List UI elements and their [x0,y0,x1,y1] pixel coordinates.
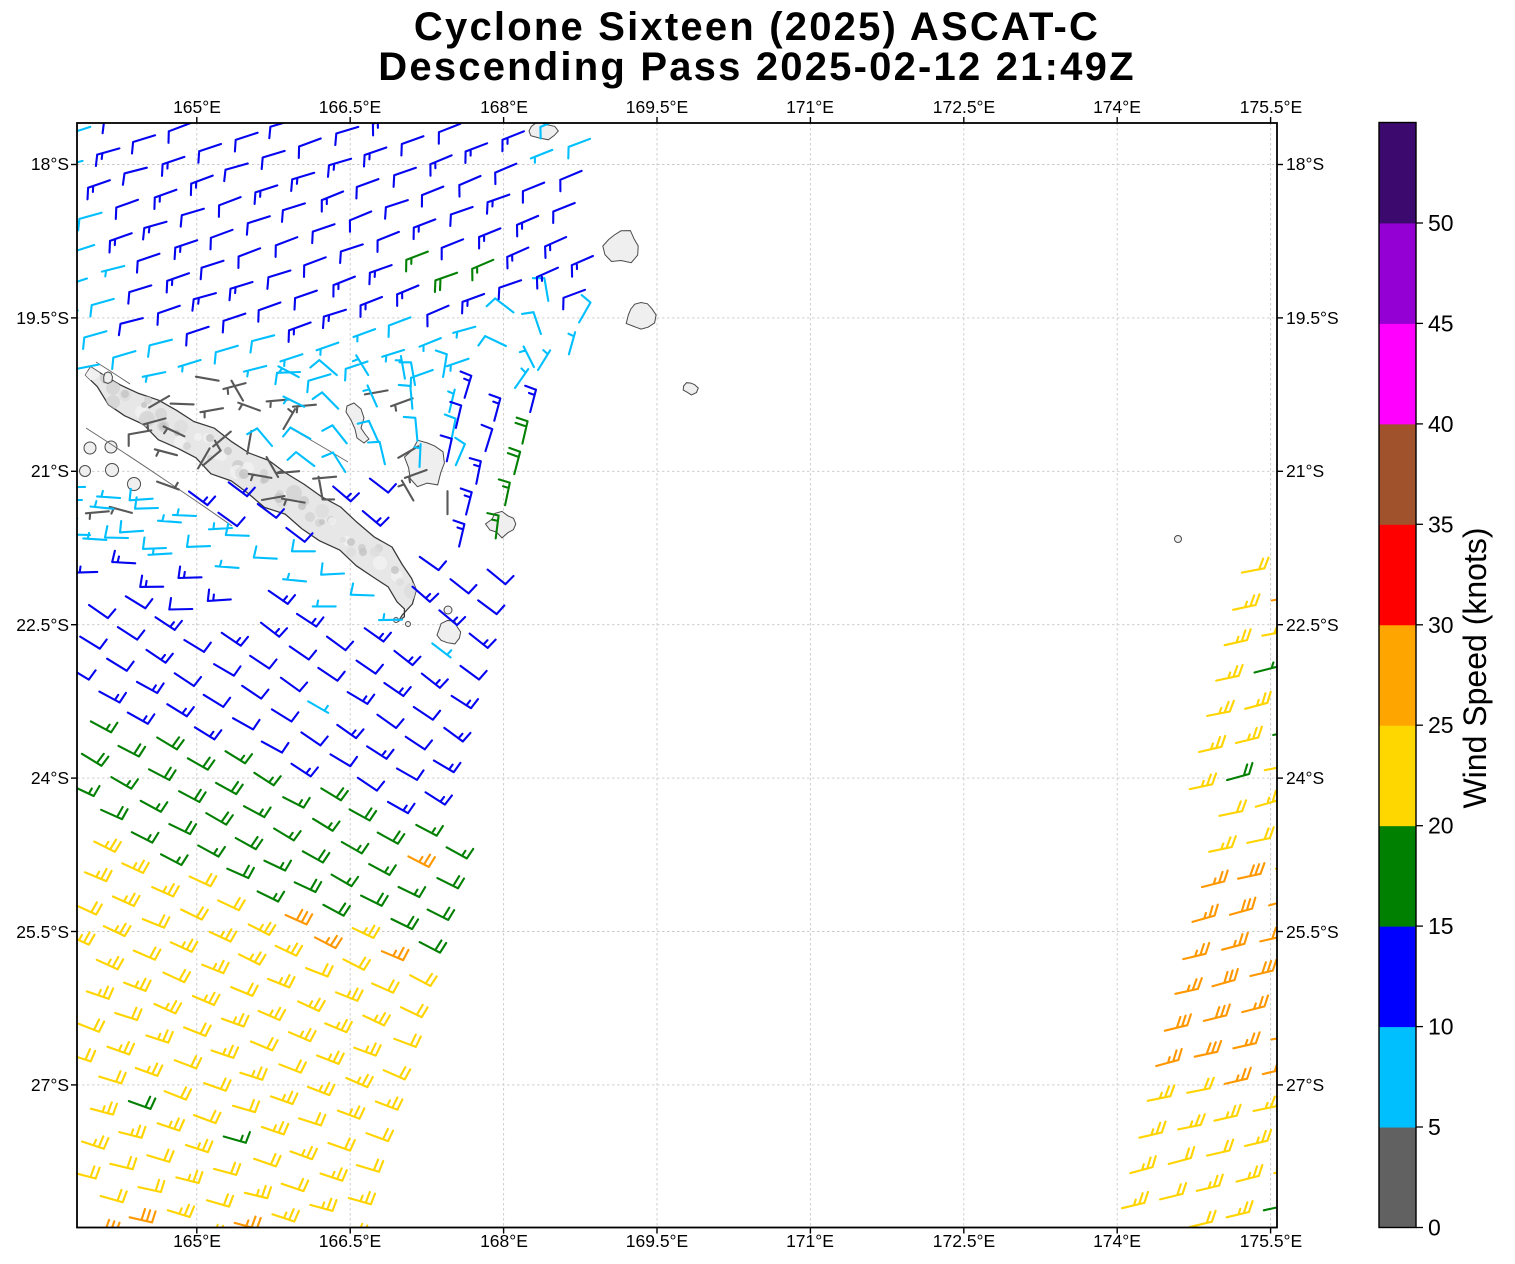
svg-text:169.5°E: 169.5°E [626,97,688,117]
svg-text:168°E: 168°E [480,1231,528,1251]
svg-text:Cyclone Sixteen (2025) ASCAT-C: Cyclone Sixteen (2025) ASCAT-C [414,5,1100,49]
svg-text:22.5°S: 22.5°S [16,615,69,635]
svg-text:Descending Pass 2025-02-12 21:: Descending Pass 2025-02-12 21:49Z [378,45,1135,89]
svg-text:165°E: 165°E [173,1231,221,1251]
svg-text:22.5°S: 22.5°S [1286,615,1339,635]
svg-text:20: 20 [1428,813,1454,839]
svg-text:18°S: 18°S [1286,154,1324,174]
svg-text:171°E: 171°E [786,1231,834,1251]
svg-text:174°E: 174°E [1093,1231,1141,1251]
svg-text:0: 0 [1428,1215,1441,1241]
svg-text:175.5°E: 175.5°E [1240,1231,1302,1251]
svg-text:166.5°E: 166.5°E [319,97,381,117]
svg-text:18°S: 18°S [31,154,69,174]
svg-text:175.5°E: 175.5°E [1240,97,1302,117]
svg-text:24°S: 24°S [1286,768,1324,788]
svg-text:27°S: 27°S [31,1075,69,1095]
svg-text:25: 25 [1428,712,1454,738]
svg-text:172.5°E: 172.5°E [933,97,995,117]
svg-text:25.5°S: 25.5°S [16,922,69,942]
svg-text:19.5°S: 19.5°S [16,308,69,328]
svg-text:27°S: 27°S [1286,1075,1324,1095]
svg-text:166.5°E: 166.5°E [319,1231,381,1251]
svg-text:30: 30 [1428,612,1454,638]
svg-text:40: 40 [1428,411,1454,437]
svg-text:35: 35 [1428,511,1454,537]
svg-text:174°E: 174°E [1093,97,1141,117]
svg-text:50: 50 [1428,210,1454,236]
svg-text:Wind Speed (knots): Wind Speed (knots) [1457,527,1493,808]
svg-text:5: 5 [1428,1114,1441,1140]
svg-text:168°E: 168°E [480,97,528,117]
svg-text:165°E: 165°E [173,97,221,117]
svg-text:45: 45 [1428,310,1454,336]
svg-text:15: 15 [1428,913,1454,939]
svg-text:171°E: 171°E [786,97,834,117]
svg-text:169.5°E: 169.5°E [626,1231,688,1251]
svg-text:19.5°S: 19.5°S [1286,308,1339,328]
svg-text:172.5°E: 172.5°E [933,1231,995,1251]
svg-text:25.5°S: 25.5°S [1286,922,1339,942]
svg-text:10: 10 [1428,1014,1454,1040]
svg-text:24°S: 24°S [31,768,69,788]
svg-text:21°S: 21°S [31,461,69,481]
svg-text:21°S: 21°S [1286,461,1324,481]
